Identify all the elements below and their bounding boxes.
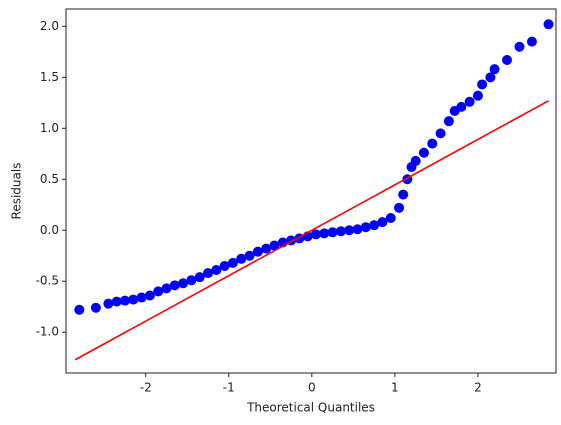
point (144, 290, 155, 301)
x-tick-label: 1 (391, 381, 399, 395)
point (477, 79, 488, 90)
plot-frame (65, 8, 557, 374)
point (472, 90, 483, 101)
point (319, 228, 330, 239)
point (178, 278, 189, 289)
point (502, 54, 512, 65)
point (427, 138, 438, 149)
point (119, 295, 130, 306)
point (526, 36, 537, 47)
point (153, 286, 164, 297)
point (227, 257, 238, 268)
point (377, 217, 388, 228)
point (136, 292, 147, 303)
point (369, 220, 380, 231)
point (514, 41, 525, 52)
point (186, 275, 197, 286)
x-tick-label: -2 (140, 381, 152, 395)
point (543, 19, 554, 30)
point (418, 147, 429, 158)
point (327, 227, 338, 238)
point (398, 189, 409, 200)
point (211, 265, 222, 276)
y-tick-label: 1.0 (40, 121, 59, 135)
x-tick-label: 0 (308, 381, 316, 395)
y-tick-label: 1.5 (40, 70, 59, 84)
point (128, 294, 139, 305)
point (344, 225, 355, 236)
point (360, 222, 371, 233)
point (335, 226, 346, 237)
point (169, 280, 180, 291)
point (489, 64, 500, 75)
point (385, 213, 396, 224)
point (310, 229, 321, 240)
point (90, 302, 101, 313)
point (111, 296, 122, 307)
point (485, 72, 496, 83)
x-axis-label: Theoretical Quantiles (246, 401, 375, 415)
y-tick-label: 2.0 (40, 19, 59, 33)
point (161, 283, 172, 294)
point (203, 268, 214, 279)
point (194, 272, 205, 283)
y-tick-label: -0.5 (36, 274, 59, 288)
point (352, 224, 363, 235)
reference-line (74, 100, 549, 361)
x-tick-label: -1 (223, 381, 235, 395)
point (269, 240, 280, 251)
point (456, 101, 467, 112)
point (464, 96, 475, 107)
y-tick-label: -1.0 (36, 325, 59, 339)
point (244, 250, 255, 261)
point (394, 202, 405, 213)
point (410, 155, 421, 166)
point (103, 298, 114, 309)
point (236, 253, 247, 264)
point (74, 304, 85, 315)
y-tick-label: 0.0 (40, 223, 59, 237)
point (443, 116, 454, 127)
y-tick-label: 0.5 (40, 172, 59, 186)
point (261, 243, 272, 254)
y-axis-label: Residuals (10, 163, 24, 220)
point (219, 260, 230, 271)
point (435, 128, 446, 139)
x-tick-label: 2 (474, 381, 482, 395)
point (252, 246, 263, 257)
